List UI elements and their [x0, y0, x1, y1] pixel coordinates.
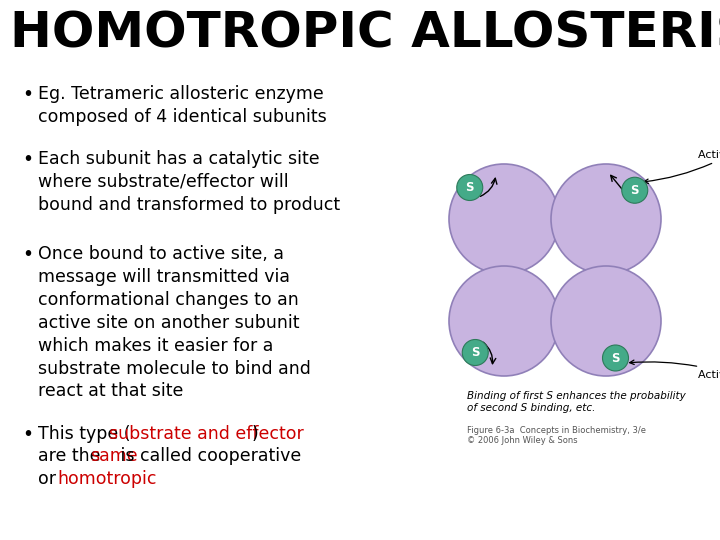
Text: •: • — [22, 245, 33, 264]
Text: HOMOTROPIC ALLOSTERISM: HOMOTROPIC ALLOSTERISM — [10, 10, 720, 58]
Text: substrate and effector: substrate and effector — [109, 425, 304, 443]
Text: S: S — [466, 181, 474, 194]
Text: Each subunit has a catalytic site
where substrate/effector will
bound and transf: Each subunit has a catalytic site where … — [38, 150, 340, 214]
Text: same: same — [90, 447, 138, 465]
Text: S: S — [611, 352, 620, 365]
Text: Figure 6-3a  Concepts in Biochemistry, 3/e
© 2006 John Wiley & Sons: Figure 6-3a Concepts in Biochemistry, 3/… — [467, 426, 646, 445]
Text: Active sites: Active sites — [630, 360, 720, 380]
Text: homotropic: homotropic — [58, 470, 157, 488]
Circle shape — [449, 164, 559, 274]
Text: or: or — [38, 470, 61, 488]
Text: •: • — [22, 85, 33, 104]
Text: Once bound to active site, a
message will transmitted via
conformational changes: Once bound to active site, a message wil… — [38, 245, 311, 400]
Text: S: S — [631, 184, 639, 197]
Circle shape — [551, 164, 661, 274]
Circle shape — [622, 177, 648, 203]
Circle shape — [462, 340, 488, 366]
Text: ): ) — [251, 425, 258, 443]
Circle shape — [551, 266, 661, 376]
Circle shape — [449, 266, 559, 376]
Text: This type (: This type ( — [38, 425, 130, 443]
Circle shape — [603, 345, 629, 371]
Text: Eg. Tetrameric allosteric enzyme
composed of 4 identical subunits: Eg. Tetrameric allosteric enzyme compose… — [38, 85, 327, 126]
Text: are the: are the — [38, 447, 106, 465]
Text: is called cooperative: is called cooperative — [115, 447, 302, 465]
Text: •: • — [22, 425, 33, 444]
Text: •: • — [22, 150, 33, 169]
Text: Active sites: Active sites — [644, 150, 720, 184]
Text: Binding of first S enhances the probability
of second S binding, etc.: Binding of first S enhances the probabil… — [467, 391, 685, 413]
Text: S: S — [471, 346, 480, 359]
Circle shape — [456, 174, 482, 200]
